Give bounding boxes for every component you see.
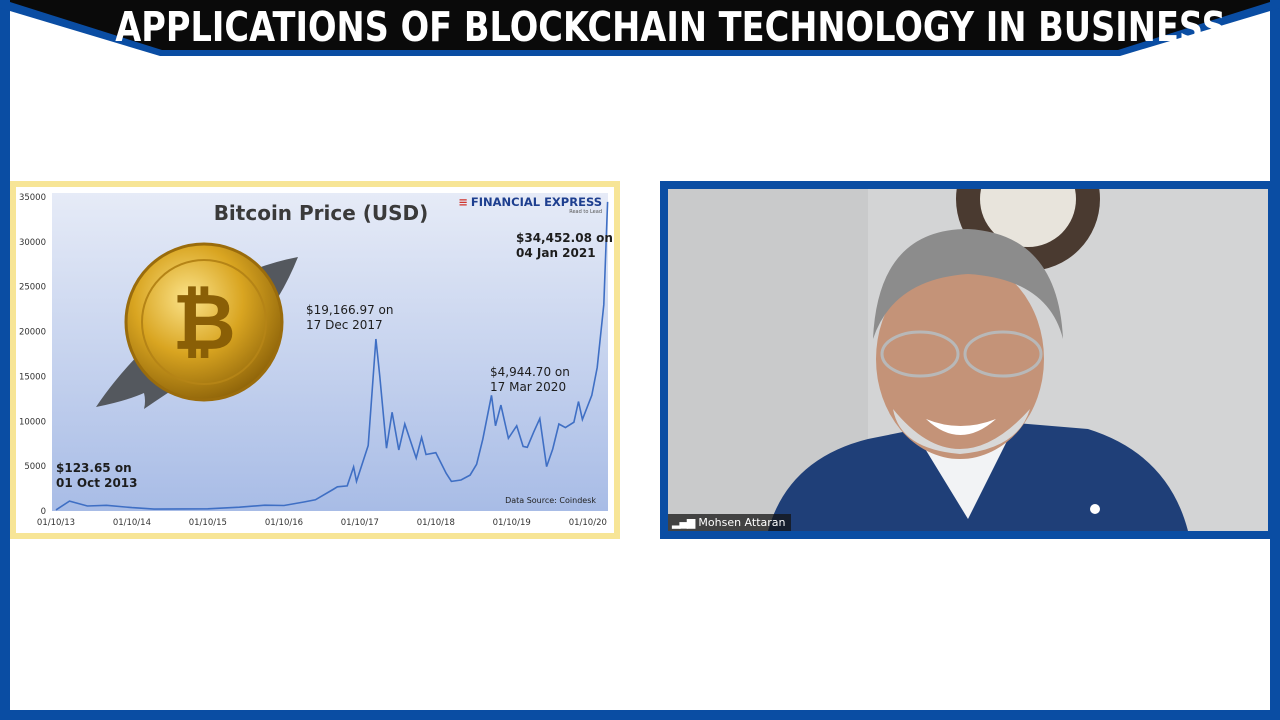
- annotation-line: 17 Mar 2020: [490, 380, 567, 394]
- brand-logo: ≡ FINANCIAL EXPRESS Read to Lead: [458, 195, 602, 215]
- brand-mark-icon: ≡: [458, 195, 468, 209]
- annotation-line: $4,944.70 on: [490, 365, 570, 379]
- price-series-line: [55, 201, 609, 511]
- x-tick-label: 01/10/16: [265, 518, 303, 528]
- x-tick-label: 01/10/17: [341, 518, 379, 528]
- annotation-line: 17 Dec 2017: [306, 318, 383, 332]
- x-tick-label: 01/10/14: [113, 518, 151, 528]
- annotation-low-2020: $4,944.70 on 17 Mar 2020: [490, 365, 570, 395]
- annotation-peak-2021: $34,452.08 on 04 Jan 2021: [516, 231, 613, 261]
- title-banner: APPLICATIONS OF BLOCKCHAIN TECHNOLOGY IN…: [0, 0, 1280, 58]
- y-tick-label: 0: [41, 507, 46, 517]
- chart-panel: 0 5000 10000 15000 20000 25000 30000 35000 01/1…: [10, 181, 620, 539]
- participant-name: Mohsen Attaran: [698, 516, 786, 529]
- chart-title: Bitcoin Price (USD): [213, 201, 429, 225]
- x-tick-label: 01/10/19: [493, 518, 531, 528]
- annotation-line: $123.65 on: [56, 461, 132, 475]
- rocket-coin-icon: ₿: [96, 242, 298, 409]
- y-tick-label: 30000: [19, 238, 46, 248]
- svg-text:₿: ₿: [172, 278, 236, 368]
- y-tick-label: 15000: [19, 372, 46, 382]
- video-panel: ▂▄▆ Mohsen Attaran: [660, 181, 1270, 539]
- signal-bars-icon: ▂▄▆: [672, 516, 695, 529]
- annotation-peak-2017: $19,166.97 on 17 Dec 2017: [306, 303, 393, 333]
- brand-tagline: Read to Lead: [569, 209, 602, 215]
- annotation-line: $19,166.97 on: [306, 303, 394, 317]
- bitcoin-price-chart: 0 5000 10000 15000 20000 25000 30000 35000 01/1…: [19, 193, 609, 528]
- participant-name-tag: ▂▄▆ Mohsen Attaran: [668, 514, 792, 531]
- annotation-low-2013: $123.65 on 01 Oct 2013: [56, 461, 138, 491]
- x-tick-label: 01/10/15: [189, 518, 227, 528]
- x-tick-label: 01/10/20: [569, 518, 607, 528]
- annotation-line: 01 Oct 2013: [56, 476, 138, 490]
- x-tick-label: 01/10/13: [37, 518, 75, 528]
- participant-image: [668, 189, 1268, 531]
- banner-shape: [0, 0, 1280, 56]
- participant-video[interactable]: ▂▄▆ Mohsen Attaran: [668, 189, 1268, 531]
- y-tick-label: 35000: [19, 193, 46, 203]
- banner-title: APPLICATIONS OF BLOCKCHAIN TECHNOLOGY IN…: [115, 3, 1226, 51]
- y-tick-label: 10000: [19, 417, 46, 427]
- y-tick-label: 25000: [19, 283, 46, 293]
- brand-name: FINANCIAL EXPRESS: [470, 195, 602, 209]
- y-tick-label: 20000: [19, 328, 46, 338]
- x-tick-label: 01/10/18: [417, 518, 455, 528]
- annotation-line: 04 Jan 2021: [516, 246, 596, 260]
- chart-area: 0 5000 10000 15000 20000 25000 30000 35000 01/1…: [16, 187, 614, 533]
- data-source: Data Source: Coindesk: [505, 496, 596, 505]
- annotation-line: $34,452.08 on: [516, 231, 613, 245]
- y-tick-label: 5000: [24, 462, 46, 472]
